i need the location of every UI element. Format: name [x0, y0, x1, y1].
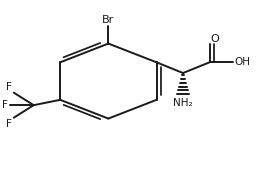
Text: F: F — [6, 82, 12, 92]
Text: O: O — [210, 33, 219, 44]
Text: F: F — [6, 119, 12, 129]
Text: NH₂: NH₂ — [173, 98, 193, 108]
Text: Br: Br — [102, 15, 114, 25]
Text: OH: OH — [235, 57, 251, 67]
Text: F: F — [2, 100, 8, 110]
